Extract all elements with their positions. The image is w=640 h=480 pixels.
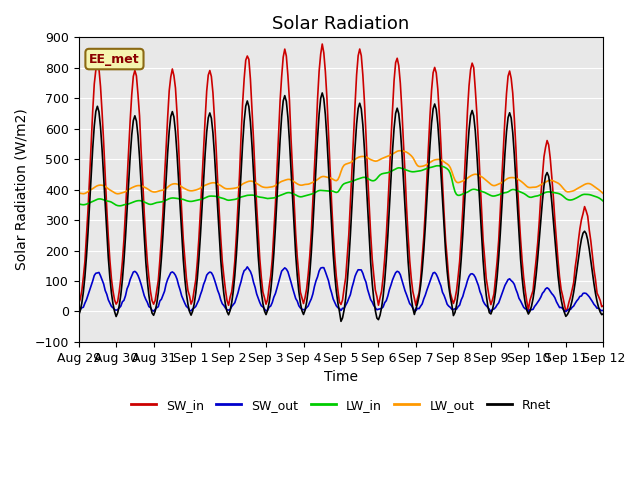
X-axis label: Time: Time bbox=[324, 370, 358, 384]
Text: EE_met: EE_met bbox=[89, 53, 140, 66]
Title: Solar Radiation: Solar Radiation bbox=[273, 15, 410, 33]
Legend: SW_in, SW_out, LW_in, LW_out, Rnet: SW_in, SW_out, LW_in, LW_out, Rnet bbox=[126, 394, 556, 417]
Y-axis label: Solar Radiation (W/m2): Solar Radiation (W/m2) bbox=[15, 109, 29, 271]
